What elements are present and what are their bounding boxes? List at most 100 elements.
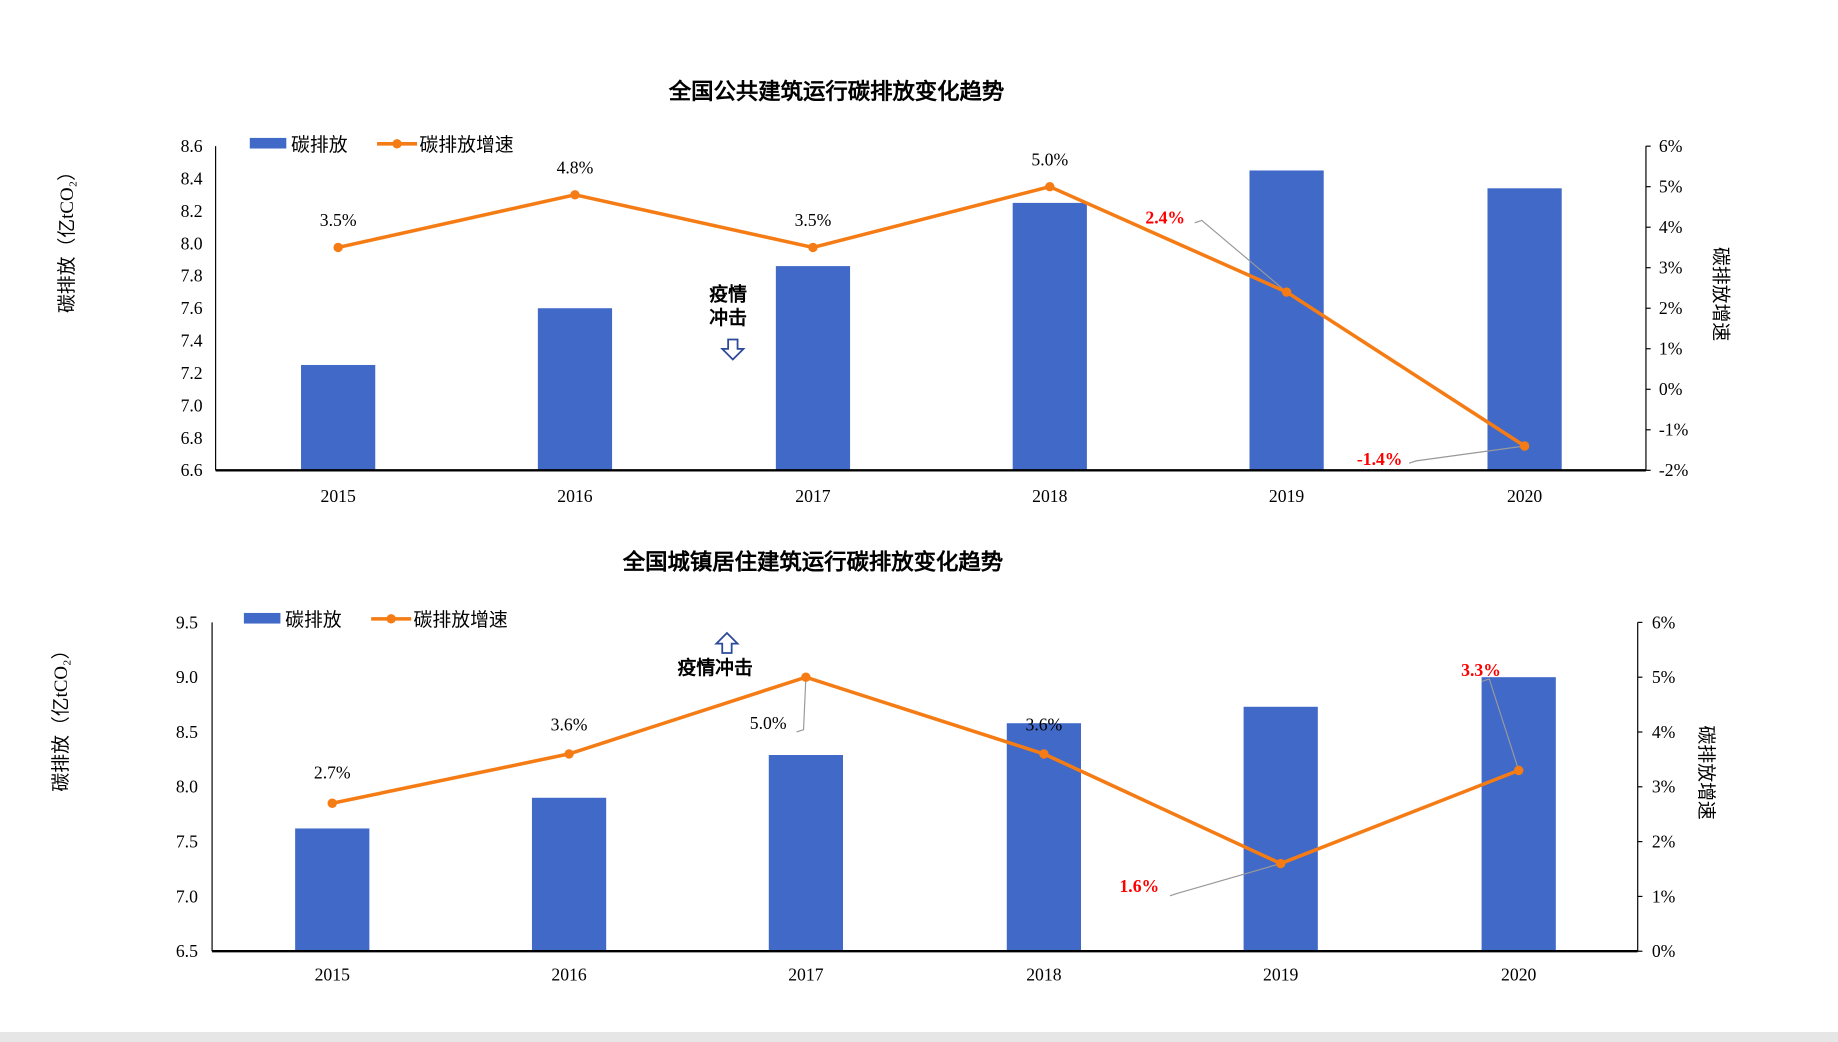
legend-line-marker	[386, 614, 396, 624]
y-tick-label: 8.0	[176, 777, 198, 797]
bar-2019	[1249, 170, 1324, 471]
data-label: -1.4%	[1357, 449, 1403, 469]
y2-tick-label: 6%	[1652, 612, 1676, 632]
data-label: 2.4%	[1145, 208, 1185, 228]
x-tick-label: 2018	[1032, 486, 1067, 506]
data-label: 3.5%	[795, 210, 832, 230]
bar-2015	[301, 364, 376, 471]
y2-tick-label: 4%	[1659, 217, 1683, 237]
data-label: 1.6%	[1119, 876, 1159, 896]
y-tick-label: 7.0	[181, 395, 203, 415]
growth-point-2020	[1513, 765, 1524, 776]
y-axis-title: 碳排放（亿tCO₂）	[50, 641, 72, 792]
x-tick-label: 2017	[795, 486, 830, 506]
data-label: 5.0%	[750, 713, 787, 733]
x-tick-label: 2020	[1501, 965, 1536, 985]
growth-point-2019	[1281, 287, 1292, 297]
y-tick-label: 6.6	[181, 460, 203, 480]
chart-1: 全国公共建筑运行碳排放变化趋势 6.6 6.8 7.0 7.2 7.4 7.6 7.8 8.0 8…	[56, 78, 1731, 506]
y2-tick-label: 5%	[1652, 667, 1676, 687]
legend-line-marker	[392, 139, 402, 149]
data-label: 3.3%	[1461, 660, 1501, 680]
y2-tick-label: -1%	[1659, 420, 1689, 440]
legend-label: 碳排放	[285, 609, 342, 631]
growth-point-2018	[1045, 181, 1055, 192]
y2-tick-label: 2%	[1659, 298, 1683, 318]
y2-tick-label: 0%	[1652, 941, 1676, 961]
y-tick-label: 7.6	[181, 298, 203, 318]
y2-tick-label: 1%	[1652, 886, 1676, 906]
legend-bar-swatch	[249, 137, 287, 149]
bar-2020	[1487, 188, 1562, 471]
growth-point-2017	[808, 242, 818, 253]
annotation-text: 疫情冲击	[677, 656, 753, 679]
y2-axis-title: 碳排放增速	[1695, 726, 1717, 820]
bar-2017	[768, 755, 844, 952]
bar-2015	[295, 828, 370, 952]
y2-tick-label: 3%	[1659, 258, 1683, 278]
y2-tick-label: -2%	[1659, 460, 1689, 480]
annotation-text: 冲击	[709, 306, 747, 329]
x-tick-label: 2015	[315, 965, 350, 985]
label-leader-line	[1481, 678, 1520, 771]
bar-2018	[1006, 723, 1082, 952]
growth-point-2017	[801, 672, 811, 682]
x-tick-label: 2016	[557, 486, 592, 506]
bar-2016	[531, 797, 607, 952]
y2-tick-label: 1%	[1659, 339, 1683, 359]
growth-point-2016	[564, 749, 574, 759]
x-tick-label: 2019	[1263, 965, 1298, 985]
growth-point-2020	[1519, 441, 1530, 451]
data-label: 5.0%	[1031, 149, 1068, 169]
legend-bar-swatch	[243, 612, 281, 624]
y-tick-label: 8.0	[181, 233, 203, 253]
y-tick-label: 9.5	[176, 612, 198, 632]
y-tick-label: 8.6	[181, 136, 203, 156]
x-tick-label: 2016	[551, 965, 586, 985]
bar-2020	[1481, 677, 1556, 952]
y-tick-label: 7.4	[181, 331, 203, 351]
y2-tick-label: 4%	[1652, 722, 1676, 742]
y2-tick-label: 0%	[1659, 379, 1683, 399]
y2-axis-title: 碳排放增速	[1709, 247, 1731, 341]
growth-point-2018	[1039, 749, 1049, 759]
x-tick-label: 2019	[1269, 486, 1304, 506]
bar-2019	[1243, 706, 1318, 952]
y-tick-label: 9.0	[176, 667, 198, 687]
x-tick-label: 2015	[320, 486, 355, 506]
data-label: 3.5%	[320, 210, 357, 230]
x-tick-label: 2020	[1507, 486, 1542, 506]
legend-label: 碳排放	[291, 134, 348, 156]
y2-tick-label: 6%	[1659, 136, 1683, 156]
chart-title: 全国公共建筑运行碳排放变化趋势	[668, 78, 1005, 104]
bar-2017	[775, 266, 851, 471]
y-tick-label: 7.8	[181, 266, 203, 286]
growth-point-2019	[1275, 858, 1286, 869]
chart-title: 全国城镇居住建筑运行碳排放变化趋势	[622, 548, 1003, 574]
legend-label: 碳排放增速	[414, 609, 508, 631]
y-tick-label: 6.8	[181, 428, 203, 448]
y-tick-label: 7.2	[181, 363, 203, 383]
y-tick-label: 7.5	[176, 832, 198, 852]
y2-tick-label: 3%	[1652, 777, 1676, 797]
growth-line	[337, 184, 1526, 448]
x-tick-label: 2017	[788, 965, 823, 985]
data-label: 2.7%	[314, 762, 351, 782]
growth-point-2015	[327, 798, 337, 808]
y-tick-label: 8.2	[181, 201, 203, 221]
x-tick-label: 2018	[1026, 965, 1061, 985]
growth-line	[331, 675, 1520, 866]
y2-tick-label: 2%	[1652, 832, 1676, 852]
arrow-up-icon	[714, 631, 740, 654]
y-tick-label: 8.4	[181, 168, 203, 188]
y-axis-title: 碳排放（亿tCO₂）	[56, 162, 78, 313]
label-leader-line	[1169, 862, 1281, 897]
y-tick-label: 7.0	[176, 886, 198, 906]
growth-point-2015	[333, 242, 343, 253]
data-label: 4.8%	[557, 158, 594, 178]
data-label: 3.6%	[551, 714, 588, 734]
label-leader-line	[1408, 445, 1525, 464]
arrow-down-icon	[720, 338, 746, 361]
growth-point-2016	[570, 190, 580, 200]
